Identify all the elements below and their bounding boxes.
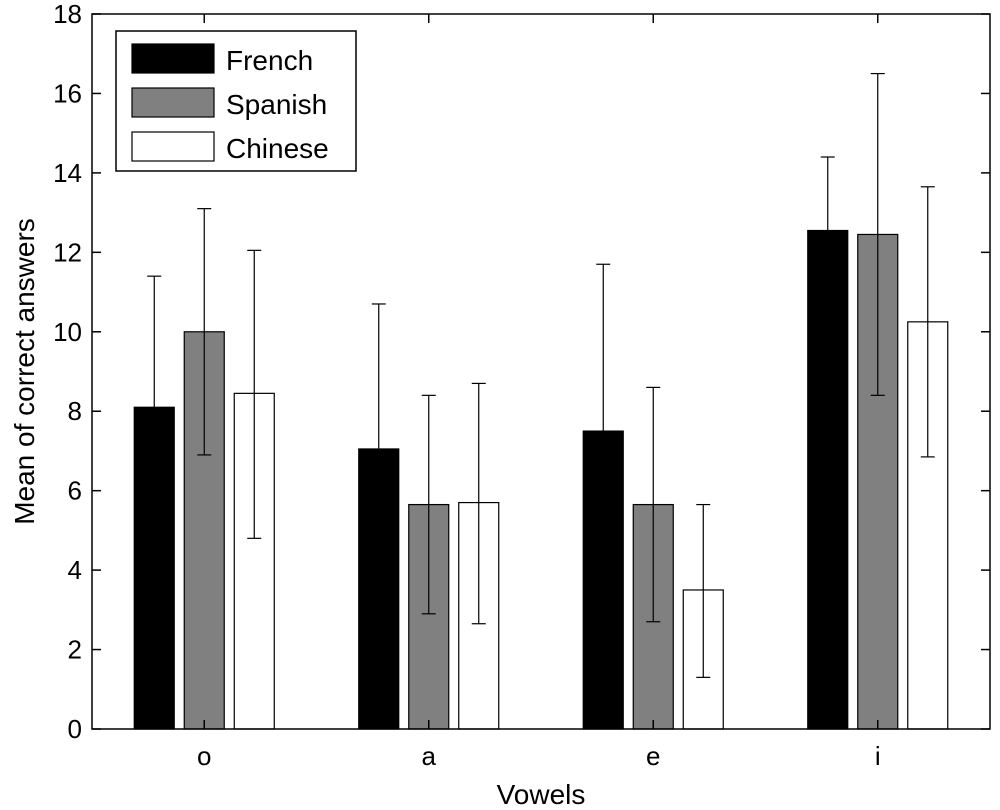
y-tick-label: 2 [68, 635, 82, 665]
bars-group [133, 229, 949, 730]
x-tick-label: i [875, 741, 881, 771]
y-tick-label: 14 [53, 158, 82, 188]
error-bars-group [147, 72, 935, 678]
y-tick-label: 0 [68, 714, 82, 744]
legend-swatch-chinese [131, 131, 215, 162]
legend-label-spanish: Spanish [226, 89, 327, 120]
y-axis-title: Mean of correct answers [9, 218, 40, 525]
x-tick-label: a [422, 741, 437, 771]
y-tick-label: 6 [68, 476, 82, 506]
y-axis: 0 2 4 6 8 10 12 14 16 18 [53, 0, 990, 744]
bar-french-i [807, 229, 849, 730]
x-axis-title: Vowels [497, 779, 586, 810]
y-tick-label: 12 [53, 237, 82, 267]
legend-swatch-spanish [131, 87, 215, 118]
y-tick-label: 10 [53, 317, 82, 347]
y-tick-label: 4 [68, 555, 82, 585]
x-tick-label: e [646, 741, 660, 771]
x-tick-label: o [197, 741, 211, 771]
y-tick-label: 8 [68, 396, 82, 426]
plot-frame [91, 13, 991, 730]
legend-swatch-french [131, 43, 215, 74]
y-tick-label: 18 [53, 0, 82, 29]
legend: French Spanish Chinese [115, 30, 357, 172]
legend-label-chinese: Chinese [226, 133, 329, 164]
legend-label-french: French [226, 45, 313, 76]
y-tick-label: 16 [53, 78, 82, 108]
